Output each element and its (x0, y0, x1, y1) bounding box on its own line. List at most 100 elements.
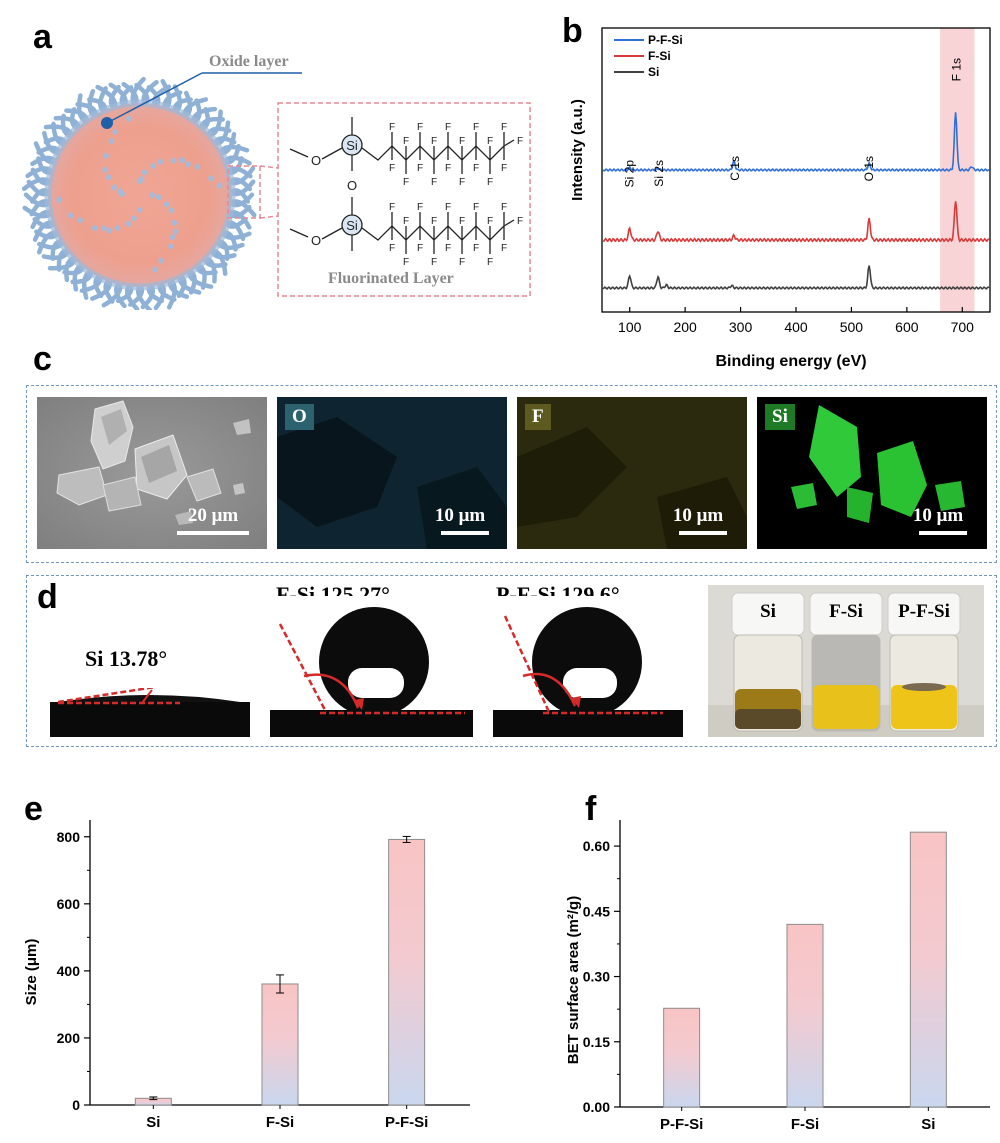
bar-y-tick-label: 200 (57, 1030, 81, 1046)
xps-legend-label: F-Si (648, 49, 671, 63)
panel-letter-b: b (562, 12, 583, 50)
f-atom-label: F (445, 122, 451, 133)
vial-label-fsi: F-Si (829, 601, 863, 622)
bar-y-tick-label: 0.15 (583, 1034, 610, 1050)
xps-series-si (602, 265, 990, 290)
xps-peak-label: O 1s (862, 156, 876, 181)
panel-letter-c: c (33, 340, 52, 378)
f-atom-label: F (403, 136, 409, 147)
sem-eds-frame (26, 385, 997, 563)
xps-x-axis-label: Binding energy (eV) (715, 353, 866, 370)
bar-y-tick-label: 0.45 (583, 903, 610, 919)
xps-x-tick-label: 600 (895, 319, 919, 335)
eds-silicon-scale-text: 10 μm (912, 505, 964, 526)
sem-scale-text: 20 μm (187, 505, 239, 526)
f-atom-label: F (403, 216, 409, 227)
f-atom-label: F (417, 122, 423, 133)
f-atom-label: F (473, 163, 479, 174)
o-bridge-label: O (347, 178, 357, 193)
f-atom-label: F (517, 216, 523, 227)
f-atom-label: F (389, 243, 395, 254)
f-atom-label: F (403, 257, 409, 268)
si-atom-label: Si (346, 138, 358, 153)
f-atom-label: F (501, 202, 507, 213)
f-atom-label: F (445, 243, 451, 254)
f-atom-label: F (501, 243, 507, 254)
size-bar-chart: Size (μm) 0 200 400 600 800 Si F-Si P-F-Si (23, 820, 470, 1131)
eds-map-fluorine: F 10 μm (517, 397, 747, 549)
f-atom-label: F (445, 202, 451, 213)
si-atom-label: Si (346, 218, 358, 233)
f-atom-label: F (487, 177, 493, 188)
sem-scale-bar (177, 531, 249, 535)
f-atom-label: F (417, 202, 423, 213)
f-atom-label: F (487, 216, 493, 227)
f-atom-label: F (417, 163, 423, 174)
bar-p-f-si (663, 1007, 701, 1108)
f-atom-label: F (431, 257, 437, 268)
bar-y-tick-label: 0.60 (583, 838, 610, 854)
bar-x-tick-label: P-F-Si (385, 1114, 428, 1131)
bar-f-si (261, 983, 299, 1106)
xps-peak-label: Si 2p (623, 160, 637, 188)
bar-p-f-si (388, 838, 426, 1106)
eds-map-oxygen: O 10 μm (277, 397, 507, 549)
f-atom-label: F (487, 136, 493, 147)
sem-image: 20 μm (37, 397, 267, 549)
eds-tag-fluorine: F (525, 404, 551, 430)
xps-y-axis-label: Intensity (a.u.) (569, 99, 586, 201)
eds-tag-silicon: Si (765, 404, 795, 430)
bar-y-tick-label: 400 (57, 963, 81, 979)
f-atom-label: F (501, 122, 507, 133)
contact-angle-frame (26, 575, 997, 747)
droplet-fsi (270, 596, 473, 737)
xps-x-tick-label: 100 (618, 319, 642, 335)
fluorinated-molecule: SiOFFFFFFFFFFFFFFFFFFFSiOFFFFFFFFFFFFFFF… (289, 117, 523, 268)
o-atom-label: O (311, 153, 321, 168)
droplet-pfsi (493, 596, 683, 737)
f-atom-label: F (389, 202, 395, 213)
f-atom-label: F (459, 216, 465, 227)
f-atom-label: F (459, 257, 465, 268)
xps-chart: Intensity (a.u.) Binding energy (eV) 100… (569, 27, 991, 370)
bar-y-tick-label: 0.30 (583, 969, 610, 985)
xps-peak-label: Si 2s (652, 160, 666, 187)
bar-y-tick-label: 600 (57, 896, 81, 912)
bar-x-tick-label: F-Si (266, 1114, 294, 1131)
f-atom-label: F (431, 177, 437, 188)
f-atom-label: F (431, 136, 437, 147)
f-atom-label: F (473, 202, 479, 213)
bar-x-tick-label: F-Si (791, 1116, 819, 1133)
oxide-layer-label: Oxide layer (209, 53, 289, 70)
fluorinated-layer-box (277, 102, 531, 297)
xps-legend-label: P-F-Si (648, 33, 683, 47)
f-atom-label: F (389, 163, 395, 174)
xps-peak-label: F 1s (950, 58, 964, 81)
bar-x-tick-label: Si (921, 1116, 935, 1133)
xps-x-tick-label: 400 (784, 319, 808, 335)
panel-letter-a: a (33, 18, 52, 56)
bar-y-tick-label: 0.00 (583, 1099, 610, 1115)
bar-si (909, 831, 947, 1108)
eds-silicon-scale-bar (919, 531, 967, 535)
xps-x-tick-label: 700 (951, 319, 975, 335)
panel-letter-d: d (37, 578, 58, 616)
panel-letter-e: e (24, 790, 43, 828)
bar-x-tick-label: Si (146, 1114, 160, 1131)
panel-letter-f: f (585, 790, 597, 828)
o-atom-label: O (311, 233, 321, 248)
droplet-si (50, 688, 250, 737)
xps-x-tick-label: 500 (840, 319, 864, 335)
bet-y-axis-label: BET surface area (m²/g) (565, 896, 582, 1064)
f-atom-label: F (431, 216, 437, 227)
xps-legend-label: Si (648, 65, 659, 79)
bar-f-si (786, 923, 824, 1108)
xps-x-tick-label: 300 (729, 319, 753, 335)
bet-bar-chart: BET surface area (m²/g) 0.00 0.15 0.30 0.45… (565, 820, 990, 1133)
bar-y-tick-label: 800 (57, 829, 81, 845)
f-atom-label: F (473, 243, 479, 254)
bar-y-tick-label: 0 (72, 1097, 80, 1113)
fluorinated-layer-label: Fluorinated Layer (328, 270, 454, 287)
f-atom-label: F (403, 177, 409, 188)
silicon-core (48, 103, 232, 287)
